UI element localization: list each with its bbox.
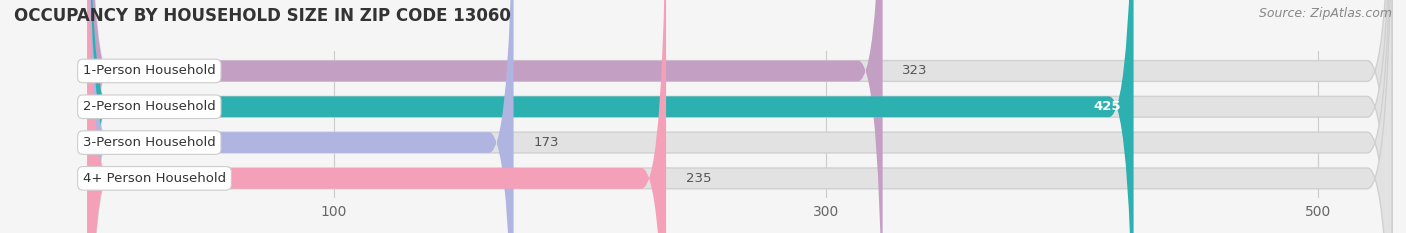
FancyBboxPatch shape (87, 0, 1133, 233)
FancyBboxPatch shape (87, 0, 1392, 233)
Text: 1-Person Household: 1-Person Household (83, 65, 215, 77)
Text: 323: 323 (903, 65, 928, 77)
FancyBboxPatch shape (87, 0, 1392, 233)
Text: 173: 173 (533, 136, 558, 149)
FancyBboxPatch shape (87, 0, 513, 233)
Text: Source: ZipAtlas.com: Source: ZipAtlas.com (1258, 7, 1392, 20)
FancyBboxPatch shape (87, 0, 883, 233)
Text: 425: 425 (1094, 100, 1122, 113)
Text: OCCUPANCY BY HOUSEHOLD SIZE IN ZIP CODE 13060: OCCUPANCY BY HOUSEHOLD SIZE IN ZIP CODE … (14, 7, 510, 25)
FancyBboxPatch shape (87, 0, 666, 233)
FancyBboxPatch shape (87, 0, 1392, 233)
Text: 4+ Person Household: 4+ Person Household (83, 172, 226, 185)
Text: 2-Person Household: 2-Person Household (83, 100, 215, 113)
FancyBboxPatch shape (87, 0, 1392, 233)
Text: 235: 235 (686, 172, 711, 185)
Text: 3-Person Household: 3-Person Household (83, 136, 215, 149)
